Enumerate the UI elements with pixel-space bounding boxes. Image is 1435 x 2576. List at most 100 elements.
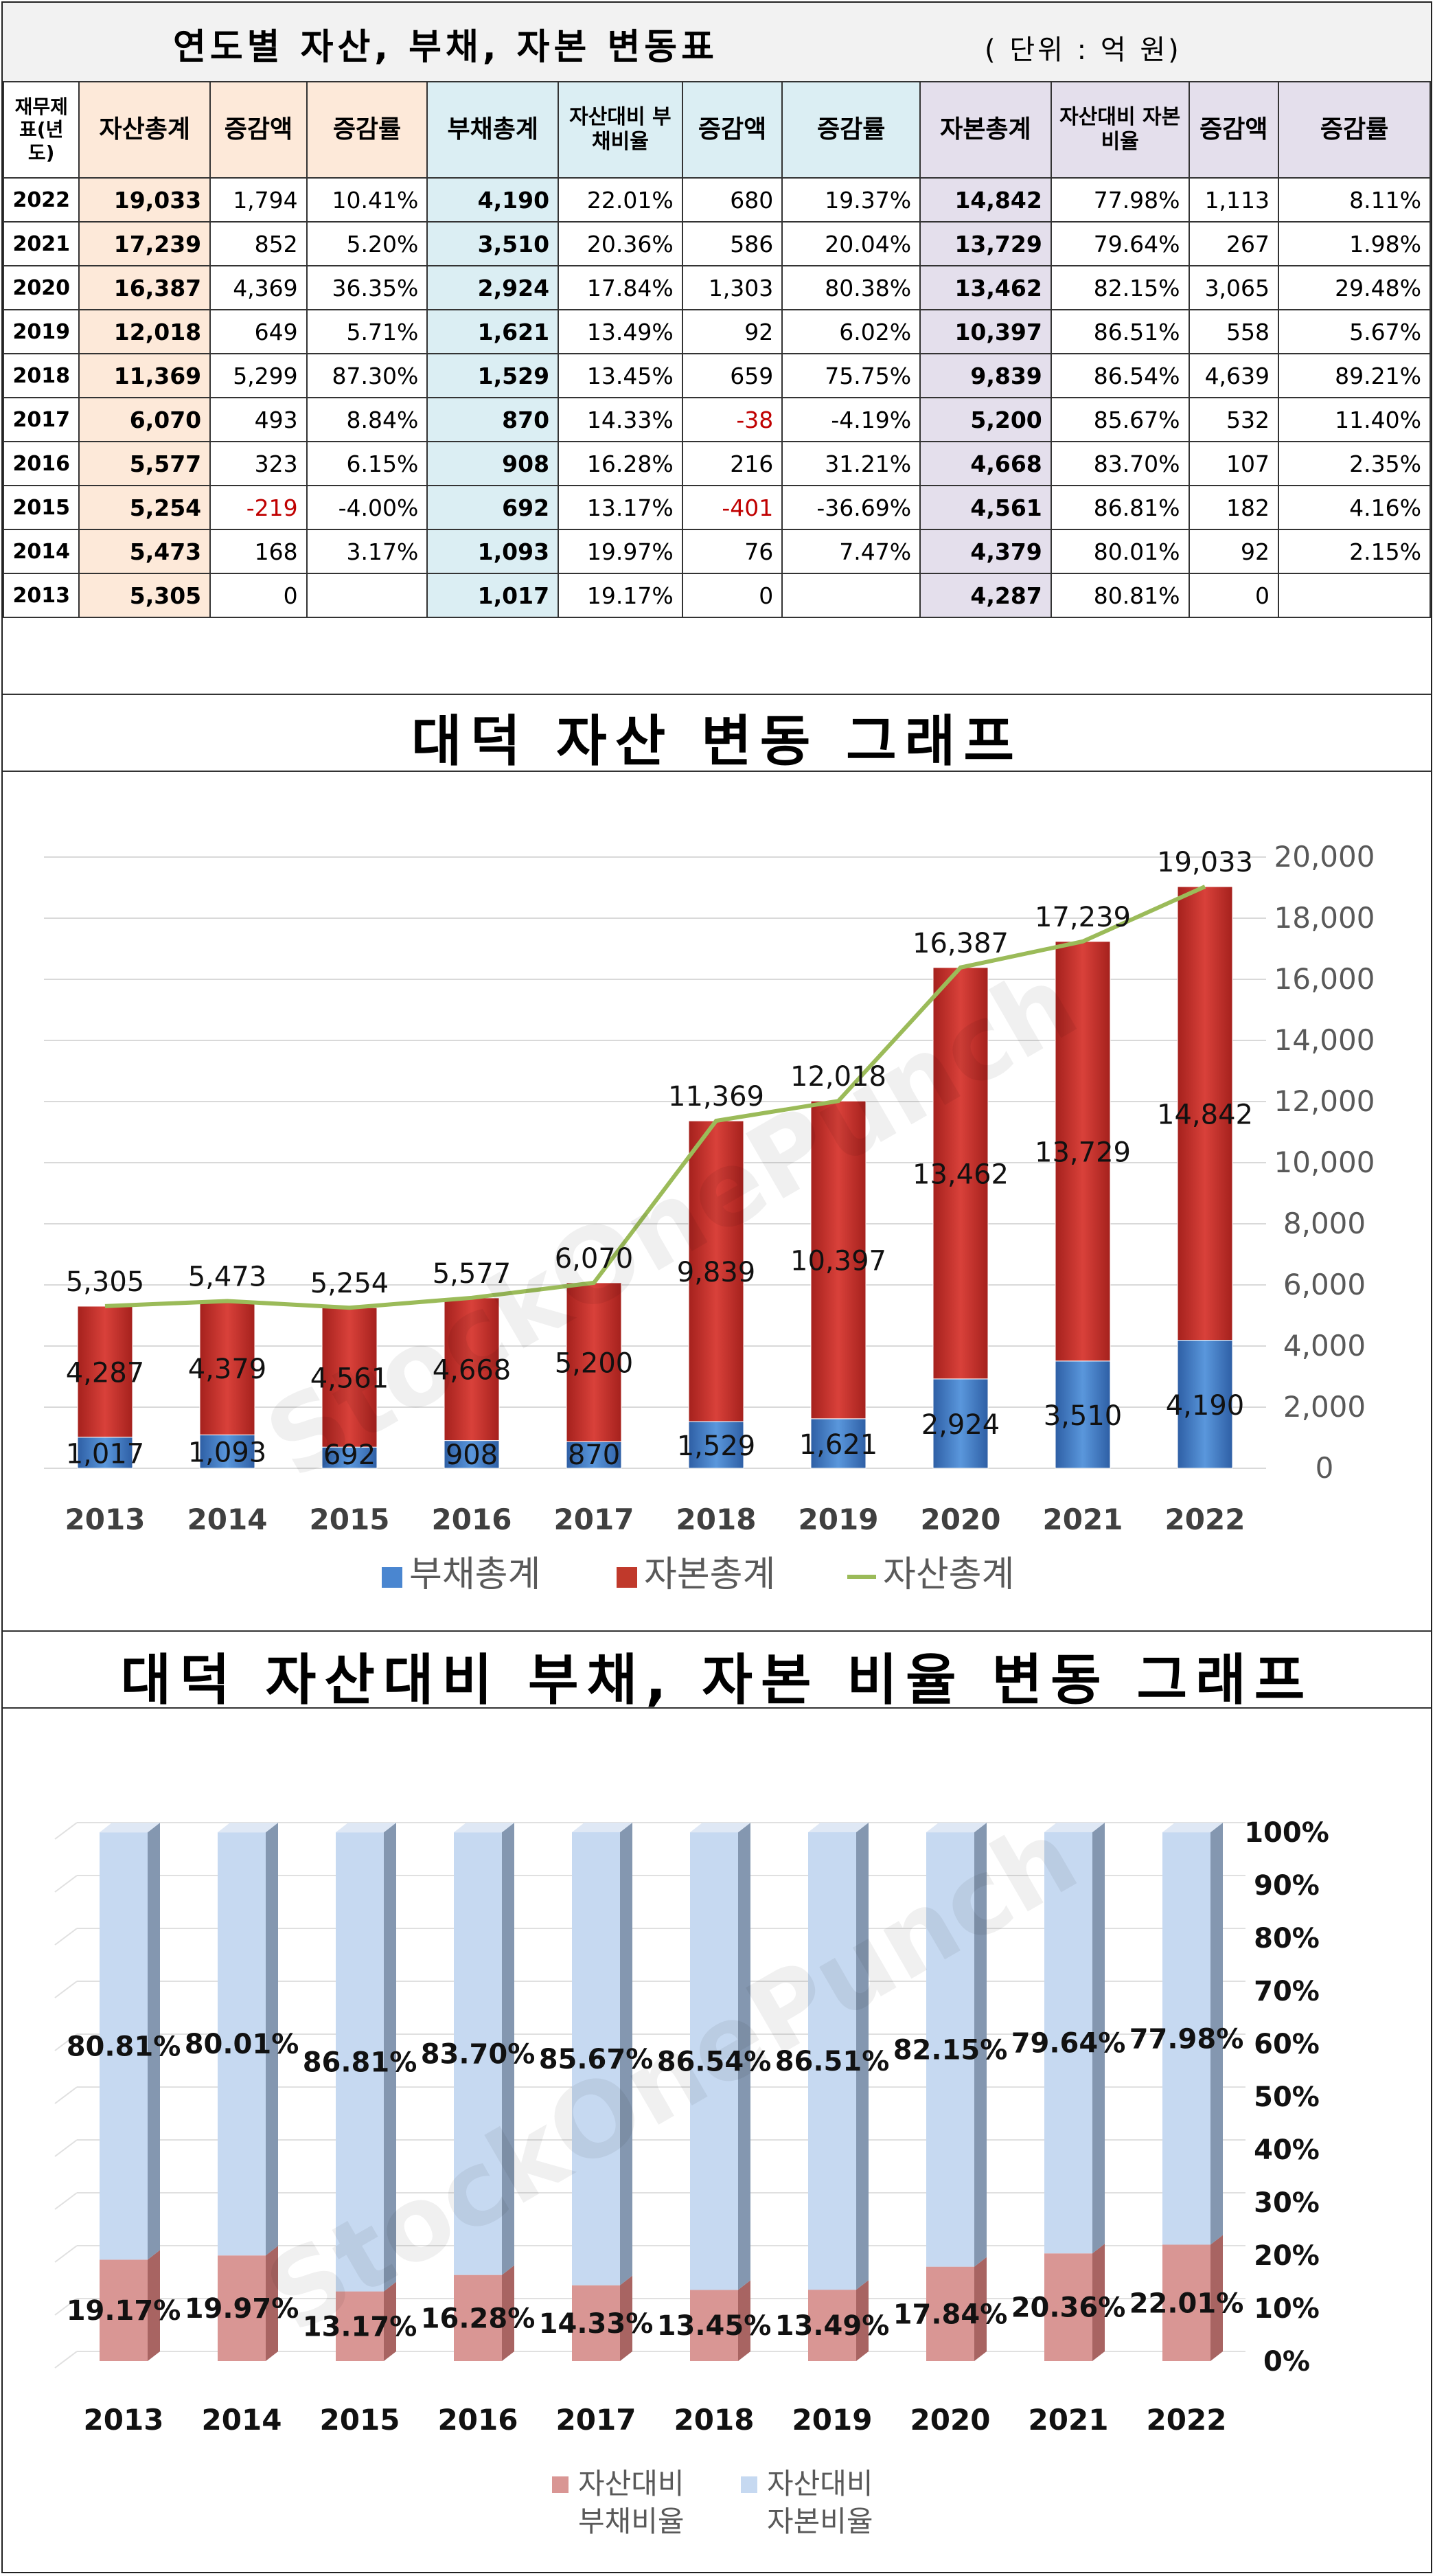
cell-liab-ratio: 20.36% xyxy=(558,221,683,266)
cell-year: 2017 xyxy=(2,397,80,442)
cell-asset-change: 0 xyxy=(209,573,308,618)
y-tick-label: 4,000 xyxy=(1283,1329,1366,1363)
y-tick-label: 80% xyxy=(1254,1923,1320,1954)
cell-asset-change: 852 xyxy=(209,221,308,266)
data-label-assets: 5,305 xyxy=(66,1266,145,1298)
data-label-cap-ratio: 85.67% xyxy=(539,2044,654,2075)
gridline-depth xyxy=(54,1928,78,1946)
cell-year: 2019 xyxy=(2,309,80,354)
cell-cap-rate: 89.21% xyxy=(1278,353,1431,398)
data-label-capital: 14,842 xyxy=(1157,1099,1253,1130)
header-asset-total: 자산총계 xyxy=(78,81,211,179)
cell-liab-ratio: 13.45% xyxy=(558,353,683,398)
y-tick-label: 20,000 xyxy=(1274,840,1375,874)
cell-liab-change: 76 xyxy=(681,529,783,574)
cell-asset-total: 6,070 xyxy=(78,397,211,442)
data-label-cap-ratio: 83.70% xyxy=(421,2038,536,2070)
bar-cap-ratio xyxy=(1044,1832,1092,2254)
cell-liab-ratio: 22.01% xyxy=(558,177,683,223)
cell-liab-ratio: 13.49% xyxy=(558,309,683,354)
cell-liab-total: 2,924 xyxy=(426,265,560,310)
cell-cap-total: 4,561 xyxy=(919,485,1052,530)
table-title: 연도별 자산, 부채, 자본 변동표 xyxy=(172,27,718,68)
table-row: 2022 19,033 1,794 10.41% 4,190 22.01% 680 19.37… xyxy=(2,177,1431,223)
cell-liab-total: 4,190 xyxy=(426,177,560,223)
gridline-depth xyxy=(54,2245,78,2263)
bar-cap-ratio-side xyxy=(856,1823,869,2290)
header-asset-rate: 증감률 xyxy=(306,81,428,179)
table-row: 2020 16,387 4,369 36.35% 2,924 17.84% 1,303 80.… xyxy=(2,265,1431,310)
cell-liab-rate: 75.75% xyxy=(781,353,921,398)
bar-liab-ratio xyxy=(926,2266,974,2361)
cell-liab-rate: 20.04% xyxy=(781,221,921,266)
cell-year: 2016 xyxy=(2,441,80,486)
bar-cap-ratio xyxy=(690,1832,738,2290)
cell-asset-total: 5,254 xyxy=(78,485,211,530)
data-label-liabilities: 692 xyxy=(323,1439,376,1471)
table-row: 2019 12,018 649 5.71% 1,621 13.49% 92 6.02% 10,3… xyxy=(2,309,1431,354)
header-asset-change: 증감액 xyxy=(209,81,308,179)
cell-asset-rate: 5.20% xyxy=(306,221,428,266)
cell-liab-ratio: 19.17% xyxy=(558,573,683,618)
cell-liab-ratio: 14.33% xyxy=(558,397,683,442)
legend-swatch-liabilities xyxy=(382,1567,402,1588)
bar-liab-ratio xyxy=(336,2291,384,2361)
bar-liab-ratio-side xyxy=(974,2257,987,2361)
y-tick-label: 16,000 xyxy=(1274,962,1375,996)
data-label-liab-ratio: 19.17% xyxy=(67,2295,181,2327)
y-tick-label: 8,000 xyxy=(1283,1207,1366,1240)
bar-liab-ratio xyxy=(1044,2253,1092,2361)
bar-liabilities xyxy=(199,1434,255,1469)
cell-liab-rate: 19.37% xyxy=(781,177,921,223)
cell-cap-rate: 2.35% xyxy=(1278,441,1431,486)
bar-capital xyxy=(77,1306,133,1438)
data-label-liab-ratio: 13.49% xyxy=(775,2310,890,2342)
table-header-row: 재무제표(년도) 자산총계 증감액 증감률 부채총계 자산대비 부채비율 증감액… xyxy=(2,81,1431,179)
cell-year: 2015 xyxy=(2,485,80,530)
bar-cap-ratio-top xyxy=(1162,1823,1223,1833)
bar-liab-ratio xyxy=(690,2290,738,2361)
bar-liabilities xyxy=(688,1421,744,1469)
legend-swatch-capital xyxy=(617,1567,637,1588)
x-tick-label: 2017 xyxy=(554,1503,634,1536)
cell-cap-rate: 8.11% xyxy=(1278,177,1431,223)
bar-liab-ratio xyxy=(808,2290,856,2361)
x-tick-label: 2019 xyxy=(799,1503,879,1536)
x-tick-label: 2015 xyxy=(320,2403,400,2437)
chart1-title: 대덕 자산 변동 그래프 xyxy=(411,709,1022,773)
legend-label-assets: 자산총계 xyxy=(883,1554,1014,1595)
x-tick-label: 2022 xyxy=(1165,1503,1245,1536)
gridline-depth xyxy=(54,1822,78,1840)
legend-label-capital: 자본총계 xyxy=(644,1554,775,1595)
legend-label-cap-ratio-2: 자본비율 xyxy=(767,2505,873,2538)
legend-label-cap-ratio-1: 자산대비 xyxy=(767,2467,873,2500)
x-tick-label: 2020 xyxy=(910,2403,991,2437)
cell-cap-total: 9,839 xyxy=(919,353,1052,398)
cell-asset-total: 12,018 xyxy=(78,309,211,354)
bar-liabilities xyxy=(566,1441,622,1469)
cell-cap-ratio: 85.67% xyxy=(1050,397,1190,442)
x-tick-label: 2021 xyxy=(1029,2403,1109,2437)
cell-asset-total: 5,577 xyxy=(78,441,211,486)
x-tick-label: 2020 xyxy=(921,1503,1001,1536)
data-label-liabilities: 3,510 xyxy=(1044,1400,1123,1432)
cell-asset-rate: 8.84% xyxy=(306,397,428,442)
bar-cap-ratio xyxy=(926,1832,974,2267)
header-cap-change: 증감액 xyxy=(1188,81,1280,179)
bar-liab-ratio-side xyxy=(1092,2244,1105,2361)
data-label-liab-ratio: 13.45% xyxy=(657,2310,772,2342)
header-liab-rate: 증감률 xyxy=(781,81,921,179)
cell-cap-ratio: 80.81% xyxy=(1050,573,1190,618)
y-tick-label: 18,000 xyxy=(1274,901,1375,935)
line-assets xyxy=(104,885,1206,1310)
y-tick-label: 70% xyxy=(1254,1976,1320,2007)
data-label-capital: 13,462 xyxy=(912,1159,1009,1190)
cell-asset-rate: 36.35% xyxy=(306,265,428,310)
data-label-capital: 4,561 xyxy=(310,1363,389,1395)
data-label-assets: 16,387 xyxy=(912,928,1009,959)
cell-liab-ratio: 16.28% xyxy=(558,441,683,486)
cell-cap-rate: 4.16% xyxy=(1278,485,1431,530)
legend-label-liab-ratio-2: 부채비율 xyxy=(578,2505,685,2538)
cell-liab-ratio: 19.97% xyxy=(558,529,683,574)
data-label-assets: 19,033 xyxy=(1157,847,1253,878)
